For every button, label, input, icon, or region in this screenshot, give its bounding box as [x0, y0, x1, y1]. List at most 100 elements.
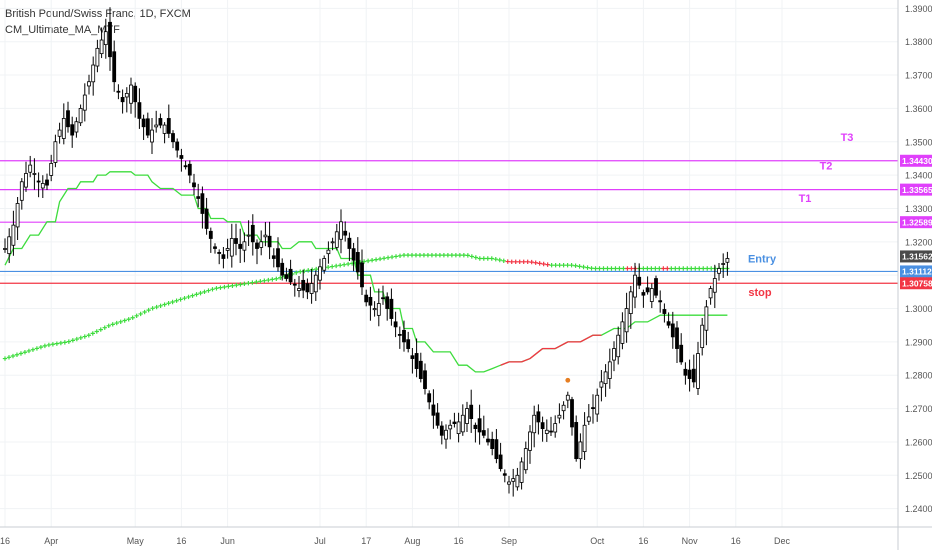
- candle-down: [439, 425, 444, 436]
- x-tick-label: 16: [731, 536, 741, 546]
- indicator-plus-marker: [673, 266, 678, 271]
- indicator-plus-marker: [585, 265, 590, 270]
- candle-down: [267, 235, 272, 248]
- candle-down: [435, 412, 440, 426]
- x-tick-label: Dec: [774, 536, 791, 546]
- indicator-plus-marker: [401, 252, 407, 258]
- candle-up: [448, 424, 453, 430]
- indicator-plus-marker: [481, 256, 486, 261]
- candle-up: [53, 141, 58, 163]
- candle-down: [418, 360, 423, 379]
- indicator-plus-marker: [361, 259, 367, 264]
- candle-up: [544, 429, 549, 434]
- indicator-plus-marker: [449, 252, 455, 258]
- candle-up: [154, 124, 159, 128]
- indicator-plus-marker: [202, 289, 207, 295]
- candle-up: [19, 181, 24, 201]
- indicator-plus-marker: [521, 259, 526, 265]
- indicator-plus-marker: [441, 252, 447, 258]
- candle-up: [649, 288, 654, 302]
- candle-up: [129, 84, 133, 104]
- indicator-plus-marker: [46, 342, 52, 348]
- indicator-plus-marker: [134, 313, 139, 319]
- indicator-plus-marker: [601, 266, 606, 271]
- indicator-plus-marker: [198, 290, 203, 296]
- indicator-plus-marker: [485, 256, 490, 261]
- indicator-plus-marker: [421, 252, 427, 258]
- candle-up: [313, 274, 318, 293]
- indicator-plus-marker: [310, 267, 315, 272]
- indicator-plus-marker: [405, 252, 411, 258]
- signal-dot: [565, 377, 571, 383]
- candle-up: [523, 448, 528, 471]
- y-tick-label: 1.34000: [905, 171, 932, 181]
- indicator-plus-marker: [30, 347, 36, 352]
- indicator-plus-marker: [54, 341, 60, 346]
- indicator-plus-marker: [214, 286, 219, 291]
- indicator-plus-marker: [206, 288, 211, 293]
- indicator-plus-marker: [158, 303, 163, 308]
- candle-up: [225, 248, 230, 251]
- candle-up: [712, 278, 717, 293]
- level-price-label: 1.31112: [902, 267, 932, 277]
- indicator-plus-marker: [453, 252, 459, 258]
- candle-up: [7, 236, 12, 255]
- candle-down: [166, 118, 171, 134]
- indicator-plus-marker: [649, 266, 654, 271]
- indicator-plus-marker: [234, 282, 239, 288]
- candle-down: [473, 424, 478, 430]
- level-price-tag: [900, 183, 932, 196]
- candle-up: [49, 163, 54, 176]
- indicator-plus-marker: [258, 279, 263, 284]
- candle-up: [57, 129, 62, 137]
- indicator-plus-marker: [693, 266, 698, 271]
- candle-down: [574, 422, 579, 460]
- indicator-plus-marker: [629, 266, 634, 271]
- candle-down: [112, 51, 117, 83]
- indicator-plus-marker: [517, 259, 522, 265]
- indicator-plus-marker: [110, 322, 115, 327]
- level-annotation-entry: Entry: [748, 253, 777, 265]
- indicator-plus-marker: [90, 331, 95, 336]
- candle-up: [603, 371, 608, 385]
- indicator-plus-marker: [74, 336, 80, 342]
- candle-up: [444, 429, 448, 440]
- indicator-plus-marker: [569, 262, 574, 268]
- indicator-plus-marker: [42, 343, 48, 349]
- grid-lines: [0, 0, 898, 527]
- indicator-plus-marker: [126, 317, 131, 322]
- candle-up: [372, 308, 377, 311]
- candle-down: [381, 297, 385, 300]
- indicator-plus-marker: [34, 346, 40, 351]
- indicator-plus-marker: [705, 266, 710, 271]
- candle-down: [662, 309, 667, 314]
- indicator-plus-marker: [477, 256, 483, 261]
- candle-down: [452, 421, 457, 425]
- candle-up: [519, 461, 524, 483]
- candle-up: [263, 234, 268, 238]
- indicator-plus-marker: [186, 294, 191, 300]
- y-tick-label: 1.26000: [905, 437, 932, 447]
- candle-down: [221, 254, 226, 259]
- indicator-step-segment-red: [580, 334, 594, 343]
- indicator-plus-marker: [162, 302, 167, 307]
- candle-down: [494, 439, 499, 460]
- indicator-plus-marker: [613, 266, 618, 271]
- indicator-plus-marker: [461, 252, 467, 258]
- candle-up: [242, 241, 247, 251]
- indicator-plus-marker: [130, 315, 135, 320]
- indicator-plus-marker: [589, 266, 594, 271]
- candle-up: [532, 414, 537, 434]
- y-tick-label: 1.35000: [905, 137, 932, 147]
- y-tick-label: 1.25000: [905, 471, 932, 481]
- y-tick-label: 1.39000: [905, 4, 932, 14]
- candle-up: [557, 414, 562, 419]
- candle-up: [15, 203, 20, 228]
- candle-up: [456, 421, 461, 435]
- candle-up: [725, 258, 730, 263]
- candle-down: [679, 344, 684, 363]
- indicator-plus-marker: [445, 252, 451, 258]
- candle-up: [246, 234, 251, 237]
